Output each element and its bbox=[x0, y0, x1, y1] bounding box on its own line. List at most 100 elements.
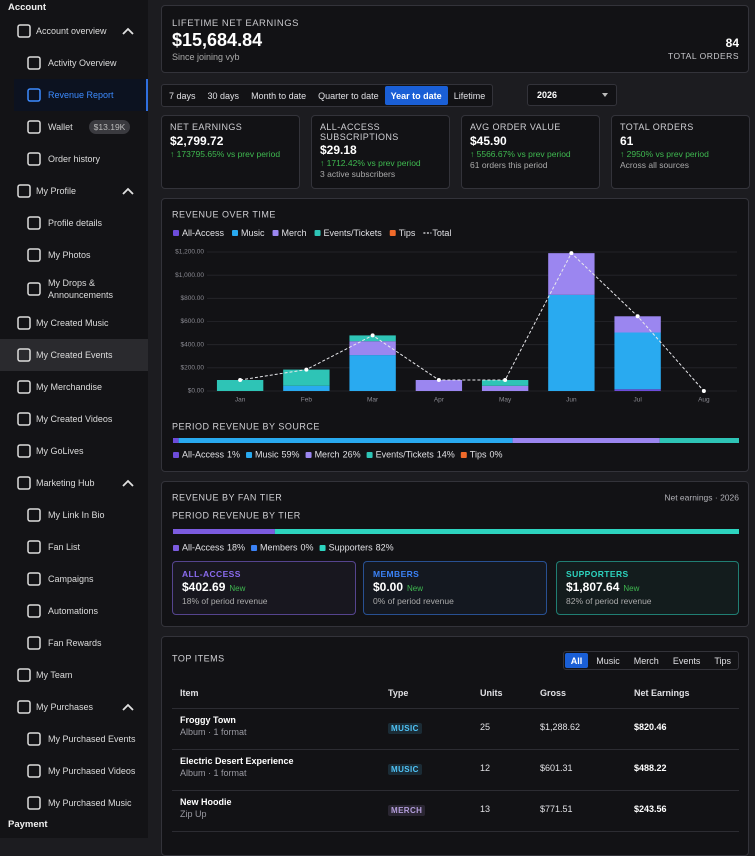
nav-label: Marketing Hub bbox=[36, 478, 95, 488]
nav-item[interactable]: My Profile bbox=[0, 175, 148, 207]
chevron[interactable] bbox=[122, 479, 134, 487]
nav-item[interactable]: My Photos bbox=[14, 239, 148, 271]
icon bbox=[27, 248, 41, 262]
stat-label: TOTAL ORDERS bbox=[620, 122, 694, 132]
header-rule bbox=[172, 708, 739, 709]
icon bbox=[27, 508, 41, 522]
item-net: $488.22 bbox=[634, 763, 667, 773]
item-detail: Zip Up bbox=[180, 809, 207, 819]
stat-value: $45.90 bbox=[470, 133, 507, 148]
icon bbox=[17, 700, 31, 714]
nav-item[interactable]: Fan List bbox=[14, 531, 148, 563]
item-tab[interactable]: All bbox=[564, 653, 589, 668]
item-name: New Hoodie bbox=[180, 797, 232, 807]
nav-item[interactable]: Automations bbox=[14, 595, 148, 627]
chevron[interactable] bbox=[122, 187, 134, 195]
stat-change: ↑ 1712.42% vs prev period bbox=[320, 158, 421, 168]
stat-card: AVG ORDER VALUE $45.90 ↑ 5566.67% vs prev … bbox=[461, 115, 600, 189]
nav-item[interactable]: Wallet $13.19K bbox=[14, 111, 148, 143]
nav-item[interactable]: Profile details bbox=[14, 207, 148, 239]
stat-note: 3 active subscribers bbox=[320, 169, 396, 179]
item-units: 13 bbox=[480, 804, 491, 814]
nav-label: My Purchased Videos bbox=[48, 766, 136, 776]
stat-change: ↑ 173795.65% vs prev period bbox=[170, 148, 281, 159]
year-select[interactable]: 2026 bbox=[527, 84, 617, 106]
icon bbox=[27, 796, 41, 810]
tier-amount: $402.69 bbox=[182, 580, 226, 594]
nav-label: My Photos bbox=[48, 250, 91, 260]
nav-item[interactable]: My Created Videos bbox=[0, 403, 148, 435]
nav-label: Fan List bbox=[48, 542, 81, 552]
stat-card: NET EARNINGS $2,799.72 ↑ 173795.65% vs pre… bbox=[161, 115, 300, 189]
item-tabs: All Music Merch Events Tips bbox=[562, 651, 739, 670]
range-button[interactable]: Lifetime bbox=[453, 90, 486, 101]
nav-label: My Purchased Music bbox=[48, 798, 132, 808]
icon bbox=[17, 316, 31, 330]
icon bbox=[17, 476, 31, 490]
nav-item[interactable]: Marketing Hub bbox=[0, 467, 148, 499]
item-tab[interactable]: Events bbox=[672, 655, 701, 666]
nav-label: Revenue Report bbox=[48, 90, 114, 100]
nav-item[interactable]: My Purchased Music bbox=[14, 787, 148, 819]
icon bbox=[17, 444, 31, 458]
row-rule bbox=[172, 831, 739, 832]
icon bbox=[27, 152, 41, 166]
nav-badge: $13.19K bbox=[88, 120, 131, 134]
nav-item[interactable]: My Purchases bbox=[0, 691, 148, 723]
type-badge: MERCH bbox=[388, 805, 426, 816]
item-units: 25 bbox=[480, 722, 491, 732]
nav-label: Automations bbox=[48, 606, 99, 616]
row-rule bbox=[172, 749, 739, 750]
nav-item[interactable]: Account overview bbox=[0, 15, 148, 47]
icon bbox=[27, 88, 41, 102]
nav-item[interactable]: Campaigns bbox=[14, 563, 148, 595]
nav-item[interactable]: My GoLives bbox=[0, 435, 148, 467]
nav-item[interactable]: My Team bbox=[0, 659, 148, 691]
nav-label: Campaigns bbox=[48, 574, 94, 584]
icon bbox=[27, 540, 41, 554]
fan-tier-card bbox=[161, 481, 749, 627]
range-button[interactable]: Quarter to date bbox=[318, 90, 379, 101]
nav-label: Fan Rewards bbox=[48, 638, 102, 648]
tier-badge: New bbox=[623, 584, 640, 593]
chevron[interactable] bbox=[122, 703, 134, 711]
nav-item[interactable]: My Link In Bio bbox=[14, 499, 148, 531]
nav-label: My GoLives bbox=[36, 446, 84, 456]
range-button[interactable]: Month to date bbox=[251, 90, 307, 101]
nav-item[interactable]: My Purchased Events bbox=[14, 723, 148, 755]
item-name: Electric Desert Experience bbox=[180, 756, 294, 766]
range-button[interactable]: 30 days bbox=[207, 90, 240, 101]
chevron[interactable] bbox=[122, 27, 134, 35]
revenue-card bbox=[161, 198, 749, 472]
nav-item[interactable]: My Created Events bbox=[0, 339, 148, 371]
item-name: Froggy Town bbox=[180, 715, 236, 725]
item-tab[interactable]: Music bbox=[596, 655, 620, 666]
nav-label: My Link In Bio bbox=[48, 510, 105, 520]
item-tab[interactable]: Merch bbox=[633, 655, 659, 666]
stat-label: ALL-ACCESS SUBSCRIPTIONS bbox=[320, 122, 399, 142]
range-button[interactable]: 7 days bbox=[169, 90, 196, 101]
nav-item[interactable]: Revenue Report bbox=[14, 79, 148, 111]
nav-item[interactable]: Order history bbox=[14, 143, 148, 175]
column-header: Item bbox=[180, 688, 199, 698]
nav-item[interactable]: My Drops & Announcements bbox=[14, 271, 148, 307]
range-button[interactable]: Year to date bbox=[384, 86, 448, 105]
year-value: 2026 bbox=[537, 90, 558, 100]
nav-item[interactable]: Fan Rewards bbox=[14, 627, 148, 659]
nav-label: Wallet bbox=[48, 122, 73, 132]
column-header: Gross bbox=[540, 688, 567, 698]
summary-amount: $15,684.84 bbox=[172, 30, 263, 50]
nav-item[interactable]: Activity Overview bbox=[14, 47, 148, 79]
item-tab[interactable]: Tips bbox=[714, 655, 731, 666]
icon bbox=[17, 184, 31, 198]
nav-item[interactable]: My Purchased Videos bbox=[14, 755, 148, 787]
tier-label: MEMBERS bbox=[373, 569, 420, 579]
tier-share: 18% of period revenue bbox=[182, 596, 268, 606]
icon bbox=[17, 348, 31, 362]
tier-amount-row: $1,807.64 New bbox=[566, 579, 729, 596]
tier-label: SUPPORTERS bbox=[566, 569, 629, 579]
item-net: $820.46 bbox=[634, 722, 667, 732]
nav-item[interactable]: My Merchandise bbox=[0, 371, 148, 403]
nav-item[interactable]: My Created Music bbox=[0, 307, 148, 339]
row-rule bbox=[172, 790, 739, 791]
